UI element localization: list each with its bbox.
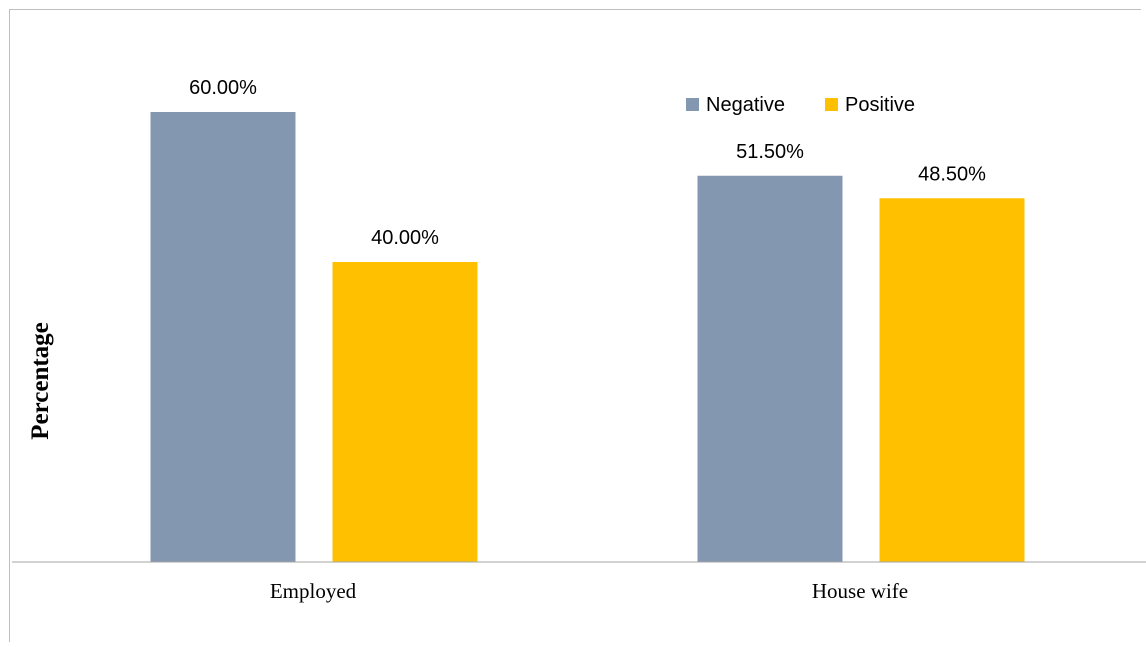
bar-positive-employed (332, 262, 478, 562)
bars-layer (150, 112, 1025, 562)
legend: Negative Positive (686, 94, 915, 116)
bar-negative-employed (150, 112, 296, 562)
data-label-negative-employed: 60.00% (189, 77, 257, 99)
category-label-employed: Employed (270, 579, 357, 603)
bar-positive-house-wife (879, 198, 1025, 562)
data-label-positive-employed: 40.00% (371, 227, 439, 249)
legend-swatch-negative (686, 98, 699, 111)
category-labels-layer: Employed House wife (270, 579, 908, 603)
category-label-house-wife: House wife (812, 579, 908, 603)
data-label-negative-house-wife: 51.50% (736, 141, 804, 163)
chart-frame (9, 9, 1141, 642)
legend-swatch-positive (825, 98, 838, 111)
data-labels-layer: 60.00% 51.50% 40.00% 48.50% (189, 77, 986, 249)
bar-negative-house-wife (697, 175, 843, 562)
legend-label-positive: Positive (845, 94, 915, 116)
y-axis-title: Percentage (27, 322, 54, 440)
legend-label-negative: Negative (706, 94, 785, 116)
data-label-positive-house-wife: 48.50% (918, 163, 986, 185)
